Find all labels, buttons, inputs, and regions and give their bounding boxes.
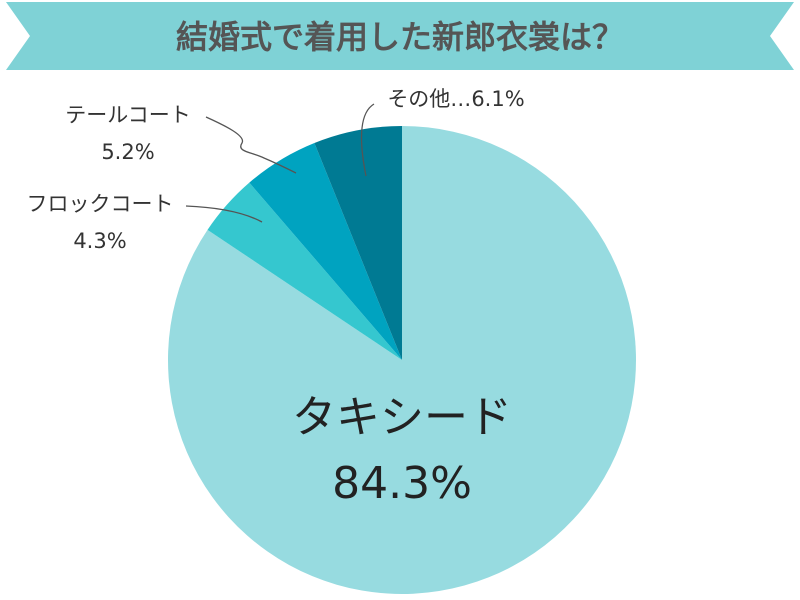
slice-frock-coat xyxy=(207,182,402,360)
label-tuxedo-name: タキシード xyxy=(292,392,512,443)
label-frock-coat-value: 4.3% xyxy=(73,229,126,253)
leader-line-other xyxy=(360,103,375,177)
slice-other xyxy=(314,126,402,360)
label-other: その他…6.1% xyxy=(387,87,524,111)
pie-slices xyxy=(167,126,636,594)
label-tuxedo-value: 84.3% xyxy=(332,458,472,509)
label-other-name: その他… xyxy=(387,87,471,111)
leader-line-tail-coat xyxy=(205,116,297,174)
label-frock-coat-name: フロックコート xyxy=(27,192,174,216)
slice-tail-coat xyxy=(249,143,402,360)
title-banner xyxy=(6,2,794,70)
slice-tuxedo xyxy=(167,126,636,594)
label-tail-coat-value: 5.2% xyxy=(101,140,154,164)
chart-title: 結婚式で着用した新郎衣裳は？ xyxy=(176,18,624,56)
label-other-value: 6.1% xyxy=(471,87,524,111)
leader-line-frock-coat xyxy=(185,205,263,223)
label-tail-coat-name: テールコート xyxy=(65,103,191,127)
